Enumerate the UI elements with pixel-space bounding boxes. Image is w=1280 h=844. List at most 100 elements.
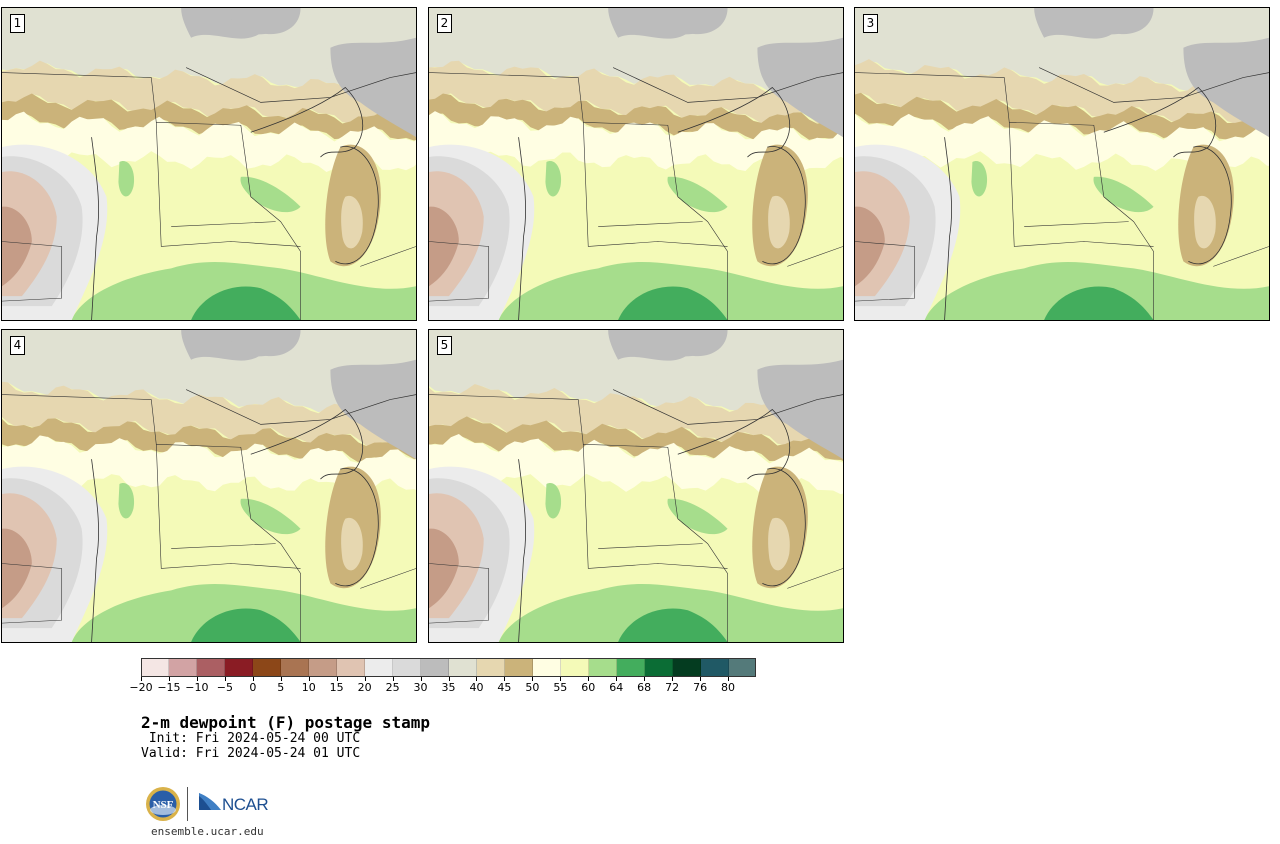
colorbar-tick-label: 15 [329, 681, 344, 694]
map-field-west [429, 528, 459, 609]
map-field-lake [768, 195, 790, 249]
colorbar-box [224, 658, 254, 677]
map-field-cloud [230, 16, 274, 35]
map-field-green [667, 176, 728, 213]
map-field-cloud [657, 16, 701, 35]
map-border-states [429, 394, 728, 569]
map-coastline [250, 408, 364, 480]
colorbar-tick-label: −15 [157, 681, 181, 694]
map-field-band [429, 383, 843, 446]
map-field-top [429, 330, 843, 421]
colorbar-tick-mark [588, 677, 590, 681]
map-field-cloud [330, 37, 416, 138]
colorbar-tick-label: 60 [581, 681, 596, 694]
colorbar-tick-label: 80 [721, 681, 736, 694]
colorbar-box [252, 658, 282, 677]
colorbar-tick-label: −10 [185, 681, 209, 694]
map-field-darkgreen [618, 286, 728, 320]
map-field-green [545, 161, 562, 197]
colorbar-box [336, 658, 366, 677]
map-field-cloud [657, 338, 701, 357]
map-border-states [156, 443, 301, 642]
map-coastline [1103, 86, 1217, 158]
map-border-states [91, 137, 99, 320]
logo-separator [187, 787, 188, 821]
map-field-west [2, 206, 32, 287]
map-field-band [2, 435, 416, 495]
map-field-lake [768, 517, 790, 571]
map-border-states [2, 394, 301, 569]
map-border-states [518, 459, 526, 642]
map-field-band [429, 111, 843, 172]
map-field-west [855, 206, 885, 287]
colorbar-tick-label: 64 [609, 681, 624, 694]
colorbar-tick-label: 5 [277, 681, 285, 694]
map-border-states [429, 241, 490, 302]
panel-label-3: 3 [863, 14, 878, 33]
map-field-cloud [230, 338, 274, 357]
colorbar-box [504, 658, 533, 677]
map-border-states [156, 121, 301, 320]
colorbar-tick-mark [448, 677, 450, 681]
map-field-lake [1194, 195, 1216, 249]
map-coastline [335, 468, 379, 587]
map-panel-3: 3 [854, 7, 1270, 321]
map-4 [2, 330, 416, 642]
map-field-lake [341, 195, 363, 249]
map-field-cloud [1183, 37, 1269, 138]
colorbar-tick-mark [364, 677, 366, 681]
map-coastline [677, 408, 791, 480]
map-5 [429, 330, 843, 642]
map-field-green [667, 498, 728, 535]
panel-label-4: 4 [10, 336, 25, 355]
map-field-green [240, 176, 301, 213]
map-field-green [971, 161, 988, 197]
ncar-logo-text: NCAR [222, 795, 269, 814]
panel-label-1: 1 [10, 14, 25, 33]
colorbar-tick-mark [700, 677, 702, 681]
map-field-lake [341, 517, 363, 571]
map-field-band [2, 111, 416, 173]
map-border-states [855, 72, 1154, 247]
map-field-green [118, 161, 135, 197]
plot-title: 2-m dewpoint (F) postage stamp [141, 713, 430, 732]
colorbar-tick-mark [392, 677, 394, 681]
map-panel-1: 1 [1, 7, 417, 321]
map-3 [855, 8, 1269, 320]
colorbar-box [560, 658, 589, 677]
map-panel-5: 5 [428, 329, 844, 643]
colorbar-tick-mark [728, 677, 730, 681]
map-field-band [429, 416, 843, 462]
colorbar-tick-mark [196, 677, 198, 681]
ncar-logo-mark [199, 793, 221, 810]
map-border-states [598, 221, 843, 267]
colorbar-tick-label: 0 [249, 681, 257, 694]
colorbar-box [364, 658, 394, 677]
colorbar-box [448, 658, 477, 677]
map-field-cloud [330, 359, 416, 460]
colorbar-box [308, 658, 338, 677]
colorbar-box [616, 658, 645, 677]
colorbar-tick-mark [252, 677, 254, 681]
colorbar-tick-label: −20 [129, 681, 153, 694]
map-panel-4: 4 [1, 329, 417, 643]
map-field-west [2, 528, 32, 609]
map-coastline [250, 86, 364, 158]
map-field-band [2, 93, 416, 141]
panel-label-5: 5 [437, 336, 452, 355]
colorbar-tick-label: 55 [553, 681, 568, 694]
map-field-darkgreen [1044, 286, 1154, 320]
map-1 [2, 8, 416, 320]
colorbar-tick-label: 45 [497, 681, 512, 694]
map-field-cloud [757, 37, 843, 138]
colorbar-tick-mark [504, 677, 506, 681]
map-coastline [762, 146, 806, 265]
map-field-darkgreen [618, 608, 728, 642]
colorbar-tick-label: 72 [665, 681, 680, 694]
colorbar-tick-mark [644, 677, 646, 681]
colorbar-tick-mark [336, 677, 338, 681]
panel-label-2: 2 [437, 14, 452, 33]
colorbar-box [280, 658, 310, 677]
colorbar-tick-label: 35 [441, 681, 456, 694]
colorbar-box [644, 658, 673, 677]
